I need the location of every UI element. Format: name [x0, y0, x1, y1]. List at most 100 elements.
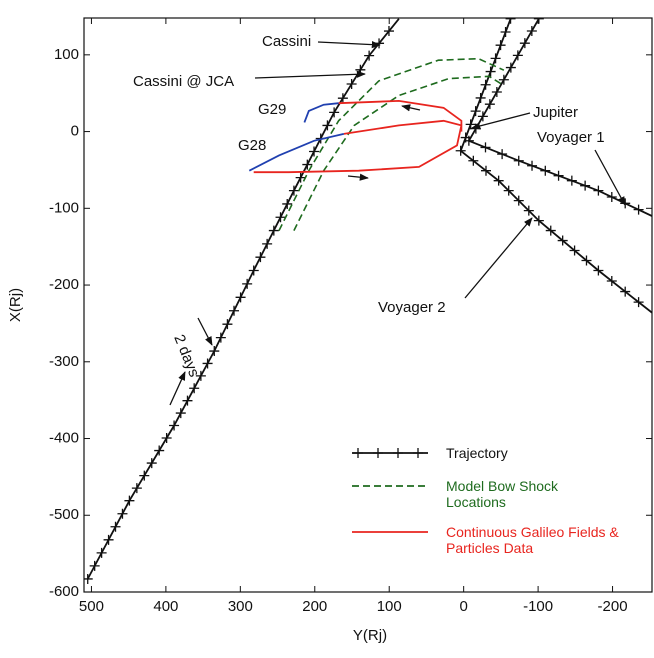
time-tick [633, 297, 644, 308]
time-tick [255, 252, 266, 263]
x-tick-label: 100 [377, 598, 402, 615]
annotation: Cassini [262, 33, 311, 50]
annotation-arrow [254, 70, 366, 79]
time-tick [497, 149, 508, 160]
y-tick-label: -500 [49, 506, 79, 523]
x-tick-label: -200 [598, 598, 628, 615]
time-tick [484, 99, 495, 110]
time-tick [500, 26, 511, 37]
time-tick [182, 395, 193, 406]
annotation: Jupiter [533, 104, 578, 121]
time-tick [566, 175, 577, 186]
time-tick [195, 370, 206, 381]
time-tick [229, 305, 240, 316]
time-tick [477, 111, 488, 122]
plot-frame [83, 17, 653, 593]
y-axis-title: X(Rj) [7, 288, 24, 322]
time-tick [139, 470, 150, 481]
legend-label: Continuous Galileo Fields & Particles Da… [446, 524, 619, 556]
time-tick [215, 332, 226, 343]
annotation: Voyager 1 [537, 129, 605, 146]
x-axis-title: Y(Rj) [353, 627, 387, 644]
annotation: G28 [238, 137, 266, 154]
time-tick [288, 185, 299, 196]
time-tick [498, 74, 509, 85]
time-tick [161, 433, 172, 444]
time-tick [593, 185, 604, 196]
time-tick [89, 560, 100, 571]
annotation: 2 days [170, 332, 202, 379]
time-tick [491, 86, 502, 97]
time-tick [545, 225, 556, 236]
x-tick-label: -100 [523, 598, 553, 615]
time-tick [460, 132, 471, 143]
time-tick [468, 155, 479, 166]
annotation-arrow [401, 104, 421, 112]
time-tick [117, 508, 128, 519]
time-tick [282, 198, 293, 209]
time-tick [322, 120, 333, 131]
time-tick [620, 286, 631, 297]
time-tick [202, 358, 213, 369]
time-tick [470, 106, 481, 117]
time-tick [154, 445, 165, 456]
time-tick [526, 25, 537, 36]
annotation-arrow [464, 217, 533, 299]
time-tick [513, 155, 524, 166]
time-tick [353, 448, 363, 458]
time-tick [490, 53, 501, 64]
time-tick [295, 172, 306, 183]
time-tick [523, 205, 534, 216]
time-tick [302, 159, 313, 170]
time-tick [503, 185, 514, 196]
time-tick [557, 235, 568, 246]
time-tick [480, 142, 491, 153]
time-tick [527, 160, 538, 171]
annotation-arrow [317, 40, 381, 49]
time-tick [222, 319, 233, 330]
time-tick [268, 225, 279, 236]
time-tick [495, 40, 506, 51]
time-tick [169, 420, 180, 431]
time-tick [262, 238, 273, 249]
y-tick-label: -100 [49, 199, 79, 216]
time-tick [580, 180, 591, 191]
x-tick-label: 200 [302, 598, 327, 615]
time-tick [553, 170, 564, 181]
time-tick [512, 50, 523, 61]
time-tick [248, 265, 259, 276]
time-tick [569, 245, 580, 256]
annotation: Cassini @ JCA [133, 73, 234, 90]
series-line [248, 102, 345, 172]
time-tick [309, 146, 320, 157]
annotation: G29 [258, 101, 286, 118]
y-tick-label: 0 [71, 123, 79, 140]
time-tick [633, 204, 644, 215]
time-tick [593, 265, 604, 276]
time-tick [364, 50, 375, 61]
time-tick [505, 18, 516, 24]
x-tick-label: 500 [79, 598, 104, 615]
y-tick-label: -200 [49, 276, 79, 293]
time-tick [329, 107, 340, 118]
time-tick [519, 38, 530, 49]
time-tick [480, 79, 491, 90]
time-tick [540, 165, 551, 176]
annotation-arrow [169, 371, 186, 406]
series-line [253, 99, 463, 174]
time-tick [480, 165, 491, 176]
time-tick [493, 175, 504, 186]
time-tick [393, 448, 403, 458]
plot-area [84, 18, 652, 584]
time-tick [131, 483, 142, 494]
x-tick-label: 400 [153, 598, 178, 615]
time-tick [513, 195, 524, 206]
time-tick [581, 255, 592, 266]
time-tick [455, 145, 466, 156]
annotation: Voyager 2 [378, 299, 446, 316]
y-tick-label: 100 [54, 46, 79, 63]
time-tick [235, 292, 246, 303]
series-line [278, 57, 505, 231]
